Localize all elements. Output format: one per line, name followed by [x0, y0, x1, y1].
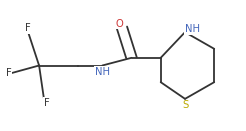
Text: NH: NH: [95, 67, 110, 77]
Text: F: F: [25, 23, 31, 33]
Text: F: F: [6, 68, 12, 78]
Text: O: O: [115, 19, 123, 29]
Text: NH: NH: [185, 24, 200, 34]
Text: F: F: [44, 98, 49, 108]
Text: S: S: [182, 100, 188, 110]
